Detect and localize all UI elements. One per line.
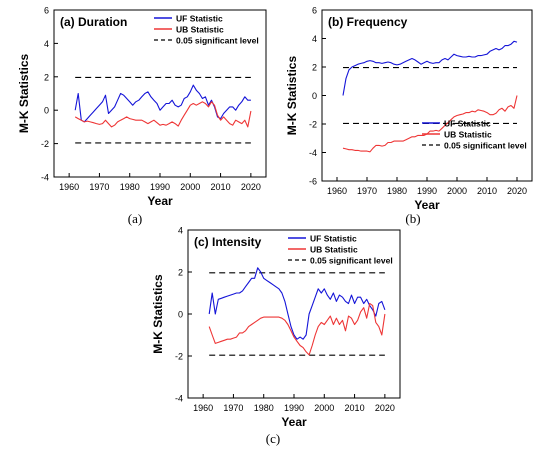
y-tick-label: 4 — [44, 39, 49, 49]
y-tick-label: 6 — [44, 6, 49, 16]
y-tick-label: -4 — [175, 394, 183, 404]
y-tick-label: -2 — [175, 352, 183, 362]
x-tick-label: 1970 — [89, 182, 109, 192]
legend-entry: UF Statistic — [310, 234, 357, 244]
panel-label: (a) Duration — [60, 15, 127, 29]
x-tick-label: 2010 — [211, 182, 231, 192]
legend-entry: UB Statistic — [444, 130, 492, 140]
x-tick-label: 2020 — [241, 182, 261, 192]
uf-series-line — [74, 84, 251, 123]
x-axis-label: Year — [281, 415, 307, 429]
plot-area — [321, 9, 533, 182]
legend-entry: 0.05 significant level — [444, 141, 527, 151]
y-axis-label: M-K Statistics — [151, 274, 165, 354]
x-tick-label: 2000 — [180, 182, 200, 192]
legend-entry: UF Statistic — [444, 119, 491, 129]
caption-a: (a) — [128, 211, 142, 226]
legend-entry: UF Statistic — [176, 14, 223, 24]
panel-label: (b) Frequency — [328, 15, 408, 29]
legend-entry: 0.05 significant level — [176, 36, 259, 46]
x-tick-label: 1960 — [59, 182, 79, 192]
uf-series-line — [342, 40, 518, 96]
y-tick-label: -6 — [309, 177, 317, 187]
y-axis-label: M-K Statistics — [17, 54, 31, 134]
y-tick-label: 2 — [312, 63, 317, 73]
y-tick-label: 4 — [312, 34, 317, 44]
x-axis-label: Year — [147, 194, 173, 208]
panel-duration: (a) 1960 1970 1980 1990 2000 2010 2020 -4 -2 0 2 4 6… — [17, 6, 267, 226]
x-tick-label: 1990 — [417, 186, 437, 196]
legend-entry: UB Statistic — [310, 245, 358, 255]
uf-series-line — [208, 267, 386, 340]
x-tick-label: 1970 — [357, 186, 377, 196]
ub-series-line — [342, 95, 518, 153]
x-tick-label: 2020 — [375, 403, 395, 413]
panel-frequency: (b) 1960 1970 1980 1990 2000 2010 2020 -6 -4 -2 0 2… — [285, 6, 533, 226]
y-tick-label: 2 — [178, 268, 183, 278]
panel-label: (c) Intensity — [194, 235, 262, 249]
y-tick-label: -4 — [41, 173, 49, 183]
x-tick-label: 2010 — [477, 186, 497, 196]
ub-series-line — [74, 101, 252, 128]
y-tick-label: 0 — [178, 310, 183, 320]
caption-b: (b) — [405, 211, 420, 226]
x-tick-label: 2000 — [314, 403, 334, 413]
x-tick-label: 1980 — [387, 186, 407, 196]
x-tick-label: 1980 — [254, 403, 274, 413]
x-tick-label: 1960 — [327, 186, 347, 196]
x-tick-label: 1970 — [223, 403, 243, 413]
x-tick-label: 2020 — [507, 186, 527, 196]
y-tick-label: -4 — [309, 148, 317, 158]
caption-c: (c) — [266, 431, 280, 446]
x-tick-label: 1980 — [120, 182, 140, 192]
y-tick-label: 0 — [44, 106, 49, 116]
y-tick-label: 0 — [312, 91, 317, 101]
ub-series-line — [208, 302, 386, 356]
x-tick-label: 1990 — [284, 403, 304, 413]
y-tick-label: 4 — [178, 226, 183, 236]
x-tick-label: 2000 — [447, 186, 467, 196]
x-tick-label: 1990 — [150, 182, 170, 192]
x-tick-label: 1960 — [193, 403, 213, 413]
y-axis-label: M-K Statistics — [285, 56, 299, 136]
y-tick-label: 2 — [44, 72, 49, 82]
y-tick-label: 6 — [312, 6, 317, 16]
y-tick-label: -2 — [309, 120, 317, 130]
legend-entry: 0.05 significant level — [310, 256, 393, 266]
x-axis-label: Year — [414, 198, 440, 212]
y-tick-label: -2 — [41, 139, 49, 149]
panel-intensity: (c) 1960 1970 1980 1990 2000 2010 2020 -4 -2 0 2 4 Y… — [151, 226, 401, 446]
legend-entry: UB Statistic — [176, 25, 224, 35]
x-tick-label: 2010 — [345, 403, 365, 413]
